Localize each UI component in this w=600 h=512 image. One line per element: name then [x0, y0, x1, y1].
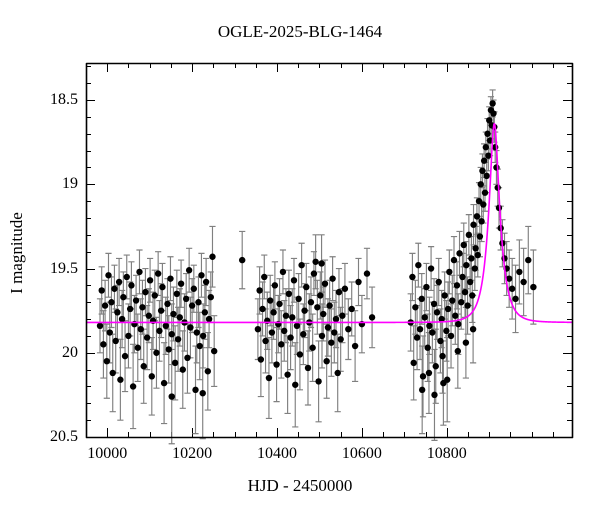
- y-tick-label: 20.5: [50, 428, 78, 445]
- x-tick-label: 10800: [426, 445, 467, 462]
- chart-title: OGLE-2025-BLG-1464: [217, 22, 383, 41]
- x-tick-label: 10400: [257, 445, 297, 462]
- x-axis-title: HJD - 2450000: [247, 476, 353, 495]
- y-tick-label: 20: [62, 343, 78, 361]
- x-tick-label: 10200: [172, 445, 213, 462]
- x-tick-label: 10600: [341, 445, 382, 462]
- y-tick-label: 19: [62, 175, 78, 193]
- y-tick-label: 19.5: [50, 259, 78, 277]
- y-axis-title: I magnitude: [7, 212, 26, 294]
- x-tick-label: 10000: [87, 445, 128, 462]
- y-tick-label: 18.5: [50, 91, 78, 109]
